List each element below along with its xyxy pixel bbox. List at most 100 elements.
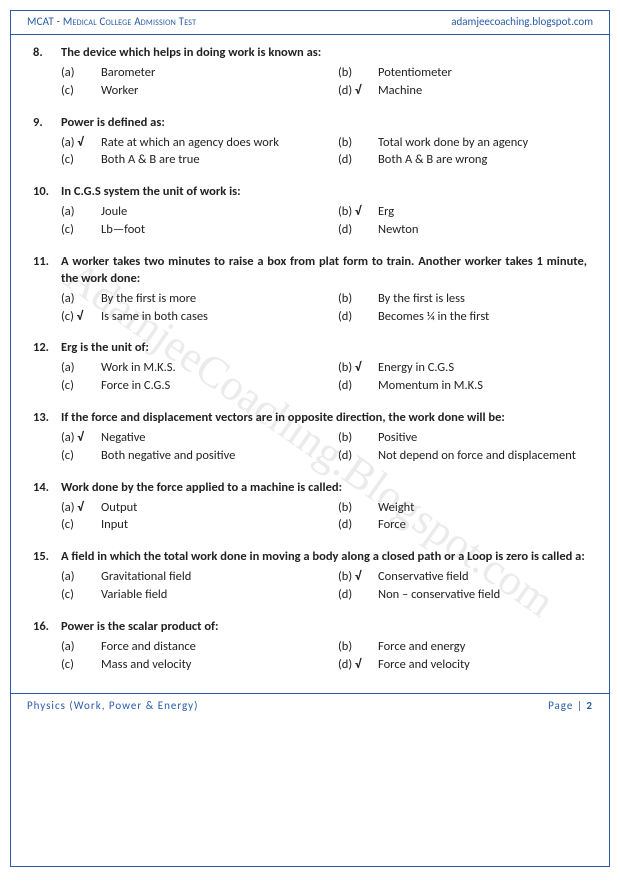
option-text: Output [101,500,310,517]
option-text: Lb—foot [101,222,310,239]
option-text: Rate at which an agency does work [101,135,310,152]
option: (a) √Output [33,500,310,517]
option-text: Worker [101,83,310,100]
option-label: (c) [61,83,101,100]
question-text: If the force and displacement vectors ar… [61,410,587,427]
option-text: Gravitational field [101,569,310,586]
question-number: 8. [33,45,61,62]
option-text: Negative [101,430,310,447]
option-label: (c) [61,517,101,534]
option: (d) √Machine [310,83,587,100]
option: (d)Not depend on force and displacement [310,448,587,465]
option-label: (d) [338,517,378,534]
question-text: Power is defined as: [61,115,587,132]
option-label: (c) [61,378,101,395]
option-text: Positive [378,430,587,447]
option: (c)Input [33,517,310,534]
question-row: 10.In C.G.S system the unit of work is: [33,184,587,201]
footer-page-sep: | [577,699,583,712]
check-icon: √ [355,657,361,672]
option-label: (a) √ [61,500,101,517]
option-text: Variable field [101,587,310,604]
option: (a)Gravitational field [33,569,310,586]
option: (b)By the first is less [310,291,587,308]
option-text: Input [101,517,310,534]
option-text: Both A & B are true [101,152,310,169]
option: (c)Lb—foot [33,222,310,239]
option-label: (c) [61,448,101,465]
question: 16.Power is the scalar product of: (a)For… [33,619,587,675]
check-icon: √ [355,569,361,584]
option: (d)Non – conservative field [310,587,587,604]
option-label: (a) [61,569,101,586]
option-text: Potentiometer [378,65,587,82]
option: (b)Force and energy [310,639,587,656]
question-text: Work done by the force applied to a mach… [61,480,587,497]
option-label: (a) [61,360,101,377]
option-text: Barometer [101,65,310,82]
question: 14.Work done by the force applied to a m… [33,480,587,536]
option: (b)Potentiometer [310,65,587,82]
option-label: (b) √ [338,204,378,221]
question-text: A worker takes two minutes to raise a bo… [61,254,587,288]
options: (a)Joule(b) √Erg(c)Lb—foot(d)Newton [33,204,587,240]
header-url: adamjeecoaching.blogspot.com [451,15,593,28]
question-row: 9.Power is defined as: [33,115,587,132]
question-row: 16.Power is the scalar product of: [33,619,587,636]
option: (b)Positive [310,430,587,447]
option-label: (d) [338,222,378,239]
option-text: Non – conservative field [378,587,587,604]
option-text: Conservative field [378,569,587,586]
question-number: 10. [33,184,61,201]
option: (d)Momentum in M.K.S [310,378,587,395]
check-icon: √ [77,135,83,150]
option-text: Joule [101,204,310,221]
option-text: Becomes ¼ in the first [378,309,587,326]
question: 10.In C.G.S system the unit of work is: (… [33,184,587,240]
option-label: (b) √ [338,360,378,377]
option-label: (a) [61,291,101,308]
option: (c) √Is same in both cases [33,309,310,326]
question-text: In C.G.S system the unit of work is: [61,184,587,201]
header-title: MCAT - Medical College Admission Test [27,15,196,28]
option-text: Force and distance [101,639,310,656]
option-text: Both negative and positive [101,448,310,465]
question-number: 16. [33,619,61,636]
option-text: Energy in C.G.S [378,360,587,377]
option-text: Momentum in M.K.S [378,378,587,395]
option-label: (b) [338,135,378,152]
check-icon: √ [355,204,361,219]
option-label: (b) [338,65,378,82]
question-row: 8.The device which helps in doing work i… [33,45,587,62]
option: (b) √Erg [310,204,587,221]
option-label: (c) [61,152,101,169]
option-text: Is same in both cases [101,309,310,326]
question-row: 15.A field in which the total work done … [33,549,587,566]
question: 12.Erg is the unit of:(a)Work in M.K.S.(… [33,340,587,396]
option: (c)Force in C.G.S [33,378,310,395]
footer-page-num: 2 [586,699,593,712]
options: (a)Force and distance(b)Force and energy… [33,639,587,675]
option-label: (c) [61,657,101,674]
option-label: (c) [61,587,101,604]
question-row: 12.Erg is the unit of: [33,340,587,357]
option: (d) √Force and velocity [310,657,587,674]
option-text: Machine [378,83,587,100]
question: 11.A worker takes two minutes to raise a… [33,254,587,327]
option-label: (d) √ [338,83,378,100]
question-number: 13. [33,410,61,427]
question-number: 9. [33,115,61,132]
check-icon: √ [77,430,83,445]
option-text: Not depend on force and displacement [378,448,587,465]
option: (b)Total work done by an agency [310,135,587,152]
question-text: Power is the scalar product of: [61,619,587,636]
option: (d)Force [310,517,587,534]
question-row: 11.A worker takes two minutes to raise a… [33,254,587,288]
question-number: 11. [33,254,61,271]
question-number: 12. [33,340,61,357]
option-text: Erg [378,204,587,221]
option-text: Force and velocity [378,657,587,674]
option: (c)Both A & B are true [33,152,310,169]
question-row: 14.Work done by the force applied to a m… [33,480,587,497]
option-text: Newton [378,222,587,239]
